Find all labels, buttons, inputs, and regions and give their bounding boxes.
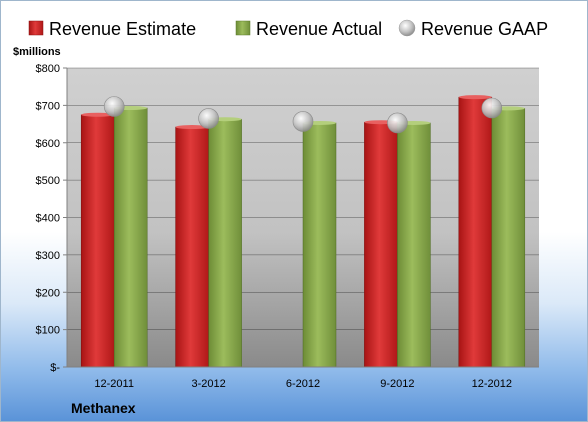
gaap-markers	[103, 96, 503, 134]
x-tick-label: 6-2012	[286, 378, 320, 390]
legend-label-estimate: Revenue Estimate	[49, 19, 196, 39]
y-axis-unit-label: $millions	[13, 46, 61, 58]
y-tick-label: $700	[36, 100, 60, 112]
company-name: Methanex	[71, 400, 136, 416]
marker-revenue-gaap	[103, 96, 125, 117]
bar-revenue-actual	[113, 107, 148, 368]
bar-revenue-estimate	[364, 121, 398, 368]
x-axis: 12-2011 3-2012 6-2012 9-2012 12-2012	[94, 378, 512, 390]
legend-swatch-gaap	[398, 19, 416, 37]
y-tick-label: $500	[36, 175, 60, 187]
legend-label-gaap: Revenue GAAP	[421, 19, 548, 39]
bar-cap-estimate	[81, 112, 115, 117]
x-tick-label: 12-2012	[472, 378, 512, 390]
legend-item-gaap: Revenue GAAP	[398, 19, 548, 39]
legend-swatch-estimate	[28, 20, 44, 36]
marker-revenue-gaap	[198, 108, 219, 129]
y-tick-label: $300	[36, 250, 60, 262]
legend: Revenue Estimate Revenue Actual Revenue …	[28, 19, 548, 39]
y-tick-label: $-	[50, 362, 60, 374]
bar-cap-estimate	[458, 95, 492, 100]
y-tick-label: $600	[36, 138, 60, 150]
y-tick-label: $100	[36, 325, 60, 337]
y-tick-label: $400	[36, 213, 60, 225]
marker-revenue-gaap	[387, 112, 408, 134]
y-axis: $- $100 $200 $300 $400 $500 $600 $700 $800	[36, 63, 67, 374]
y-tick-label: $800	[36, 63, 60, 75]
marker-revenue-gaap	[292, 111, 314, 132]
legend-item-estimate: Revenue Estimate	[28, 19, 196, 39]
y-tick-label: $200	[36, 287, 60, 299]
bar-revenue-estimate	[458, 96, 493, 368]
bar-revenue-actual	[397, 122, 431, 368]
bar-revenue-actual	[491, 108, 526, 368]
bar-revenue-estimate	[80, 114, 115, 368]
bars	[80, 95, 526, 368]
bar-revenue-actual	[208, 118, 242, 368]
legend-label-actual: Revenue Actual	[256, 19, 382, 39]
marker-revenue-gaap	[481, 97, 503, 119]
bar-cap-estimate	[175, 125, 209, 130]
legend-swatch-actual	[235, 20, 251, 36]
x-tick-label: 12-2011	[94, 378, 134, 390]
bar-revenue-estimate	[175, 126, 209, 368]
bar-revenue-actual	[302, 122, 337, 368]
x-tick-label: 3-2012	[191, 378, 225, 390]
legend-item-actual: Revenue Actual	[235, 19, 382, 39]
x-tick-label: 9-2012	[380, 378, 414, 390]
